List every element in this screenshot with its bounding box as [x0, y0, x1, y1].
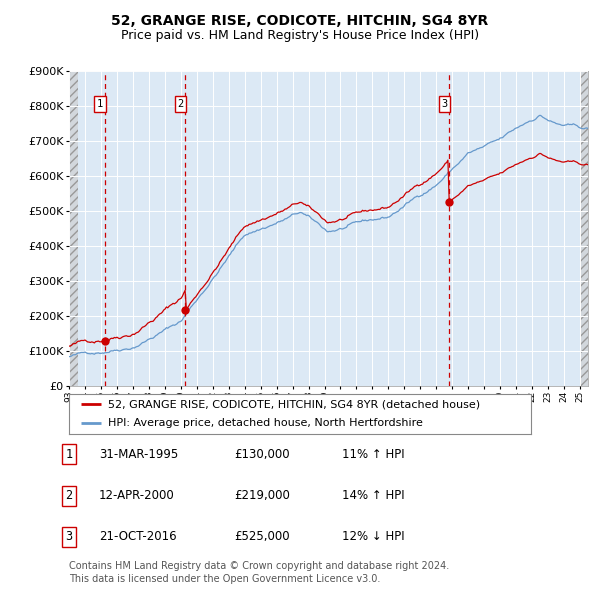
- Text: 12-APR-2000: 12-APR-2000: [99, 489, 175, 502]
- Text: 14% ↑ HPI: 14% ↑ HPI: [342, 489, 404, 502]
- Text: 52, GRANGE RISE, CODICOTE, HITCHIN, SG4 8YR (detached house): 52, GRANGE RISE, CODICOTE, HITCHIN, SG4 …: [108, 399, 481, 409]
- Bar: [580, 71, 588, 386]
- Text: 1: 1: [65, 448, 73, 461]
- Text: Contains HM Land Registry data © Crown copyright and database right 2024.: Contains HM Land Registry data © Crown c…: [69, 562, 449, 571]
- Text: 52, GRANGE RISE, CODICOTE, HITCHIN, SG4 8YR: 52, GRANGE RISE, CODICOTE, HITCHIN, SG4 …: [112, 14, 488, 28]
- Text: This data is licensed under the Open Government Licence v3.0.: This data is licensed under the Open Gov…: [69, 575, 380, 584]
- Text: 3: 3: [65, 530, 73, 543]
- Text: 2: 2: [178, 99, 184, 109]
- Text: 3: 3: [441, 99, 448, 109]
- Bar: [69, 71, 78, 386]
- Text: £130,000: £130,000: [234, 448, 290, 461]
- Bar: [580, 71, 588, 386]
- Text: £219,000: £219,000: [234, 489, 290, 502]
- Text: 2: 2: [65, 489, 73, 502]
- Text: 1: 1: [97, 99, 103, 109]
- Bar: [69, 71, 78, 386]
- Text: 31-MAR-1995: 31-MAR-1995: [99, 448, 178, 461]
- Text: 12% ↓ HPI: 12% ↓ HPI: [342, 530, 404, 543]
- Text: 11% ↑ HPI: 11% ↑ HPI: [342, 448, 404, 461]
- Text: HPI: Average price, detached house, North Hertfordshire: HPI: Average price, detached house, Nort…: [108, 418, 423, 428]
- Text: Price paid vs. HM Land Registry's House Price Index (HPI): Price paid vs. HM Land Registry's House …: [121, 29, 479, 42]
- Text: 21-OCT-2016: 21-OCT-2016: [99, 530, 176, 543]
- Text: £525,000: £525,000: [234, 530, 290, 543]
